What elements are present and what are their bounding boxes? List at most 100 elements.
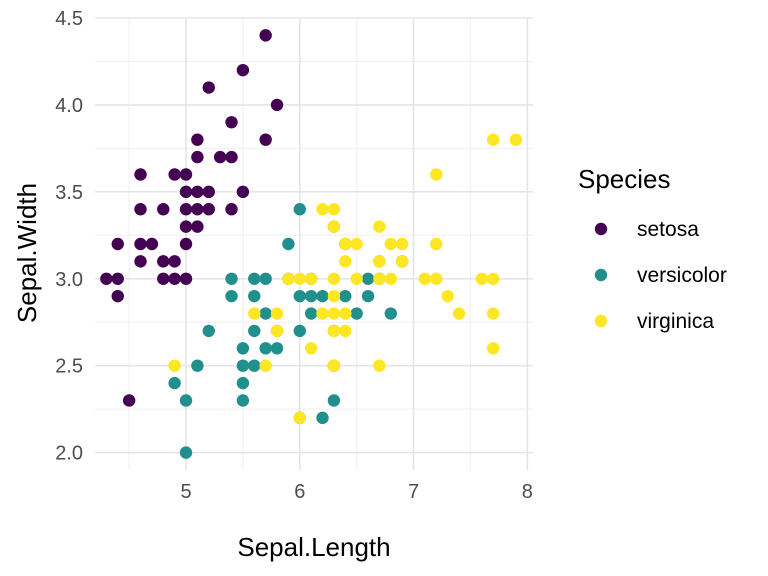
point-virginica bbox=[339, 255, 352, 268]
y-tick-label: 2.5 bbox=[55, 356, 83, 378]
point-versicolor bbox=[248, 359, 261, 372]
point-virginica bbox=[316, 307, 329, 320]
y-axis-ticks: 2.0 2.5 3.0 3.5 4.0 4.5 bbox=[55, 8, 83, 465]
point-virginica bbox=[373, 272, 386, 285]
point-virginica bbox=[350, 272, 363, 285]
point-versicolor bbox=[179, 394, 193, 407]
point-versicolor bbox=[384, 307, 397, 320]
point-setosa bbox=[134, 203, 147, 216]
point-setosa bbox=[179, 168, 193, 181]
y-tick-label: 3.0 bbox=[55, 269, 83, 291]
legend-key-setosa bbox=[594, 222, 608, 236]
point-virginica bbox=[248, 307, 261, 320]
point-virginica bbox=[270, 324, 284, 338]
point-versicolor bbox=[248, 272, 261, 285]
point-versicolor bbox=[293, 324, 306, 338]
point-setosa bbox=[157, 255, 170, 268]
legend-key-virginica bbox=[594, 314, 608, 328]
point-versicolor bbox=[179, 446, 193, 459]
point-setosa bbox=[134, 168, 147, 181]
y-tick-label: 4.0 bbox=[55, 95, 83, 117]
point-setosa bbox=[191, 185, 204, 199]
point-virginica bbox=[327, 203, 341, 216]
point-virginica bbox=[339, 237, 352, 251]
point-versicolor bbox=[225, 272, 238, 285]
point-virginica bbox=[395, 237, 409, 251]
point-setosa bbox=[179, 220, 193, 233]
point-virginica bbox=[293, 411, 306, 425]
point-virginica bbox=[384, 237, 397, 251]
point-versicolor bbox=[350, 307, 363, 320]
point-setosa bbox=[134, 237, 147, 251]
point-versicolor bbox=[202, 324, 215, 338]
major-gridlines bbox=[95, 17, 533, 470]
point-setosa bbox=[236, 185, 250, 199]
point-virginica bbox=[327, 359, 341, 372]
point-versicolor bbox=[259, 272, 272, 285]
point-virginica bbox=[373, 220, 386, 233]
point-setosa bbox=[179, 203, 193, 216]
point-virginica bbox=[509, 133, 523, 146]
point-setosa bbox=[168, 168, 181, 181]
point-setosa bbox=[145, 237, 159, 251]
y-tick-label: 2.0 bbox=[55, 443, 83, 465]
point-setosa bbox=[179, 185, 193, 199]
point-versicolor bbox=[259, 342, 272, 355]
point-versicolor bbox=[304, 307, 318, 320]
point-setosa bbox=[111, 237, 124, 251]
point-virginica bbox=[475, 272, 489, 285]
point-setosa bbox=[122, 394, 136, 407]
point-versicolor bbox=[339, 289, 352, 303]
point-setosa bbox=[202, 203, 215, 216]
data-points bbox=[100, 29, 523, 459]
point-versicolor bbox=[316, 411, 329, 425]
point-setosa bbox=[134, 255, 147, 268]
point-versicolor bbox=[361, 272, 375, 285]
point-setosa bbox=[225, 150, 238, 164]
point-virginica bbox=[339, 324, 352, 338]
point-versicolor bbox=[236, 394, 250, 407]
x-axis-ticks: 5 6 7 8 bbox=[180, 481, 532, 503]
point-virginica bbox=[430, 168, 443, 181]
x-tick-label: 6 bbox=[294, 481, 305, 503]
x-axis-title: Sepal.Length bbox=[237, 532, 390, 562]
point-virginica bbox=[259, 359, 272, 372]
point-virginica bbox=[327, 289, 341, 303]
point-setosa bbox=[225, 203, 238, 216]
point-setosa bbox=[270, 98, 284, 112]
legend: Species setosa versicolor virginica bbox=[578, 164, 727, 333]
point-setosa bbox=[225, 116, 238, 129]
point-setosa bbox=[168, 255, 181, 268]
point-virginica bbox=[430, 272, 443, 285]
point-versicolor bbox=[236, 342, 250, 355]
point-virginica bbox=[270, 307, 284, 320]
point-versicolor bbox=[259, 307, 272, 320]
point-setosa bbox=[168, 272, 181, 285]
point-versicolor bbox=[236, 359, 250, 372]
point-virginica bbox=[486, 307, 500, 320]
point-virginica bbox=[486, 272, 500, 285]
point-virginica bbox=[452, 307, 466, 320]
point-virginica bbox=[282, 272, 295, 285]
point-setosa bbox=[191, 133, 204, 146]
x-tick-label: 5 bbox=[180, 481, 191, 503]
point-virginica bbox=[373, 359, 386, 372]
y-axis-title: Sepal.Width bbox=[12, 183, 42, 323]
point-virginica bbox=[395, 255, 409, 268]
point-versicolor bbox=[316, 289, 329, 303]
legend-label-versicolor: versicolor bbox=[637, 264, 727, 287]
point-virginica bbox=[327, 272, 341, 285]
minor-gridlines bbox=[95, 18, 533, 470]
point-virginica bbox=[327, 307, 341, 320]
x-tick-label: 7 bbox=[408, 481, 419, 503]
point-virginica bbox=[350, 237, 363, 251]
y-tick-label: 3.5 bbox=[55, 182, 83, 204]
point-virginica bbox=[316, 203, 329, 216]
point-versicolor bbox=[270, 342, 284, 355]
point-versicolor bbox=[361, 289, 375, 303]
legend-title: Species bbox=[578, 164, 671, 194]
point-virginica bbox=[486, 342, 500, 355]
point-setosa bbox=[191, 203, 204, 216]
point-virginica bbox=[373, 255, 386, 268]
legend-label-setosa: setosa bbox=[637, 218, 699, 241]
